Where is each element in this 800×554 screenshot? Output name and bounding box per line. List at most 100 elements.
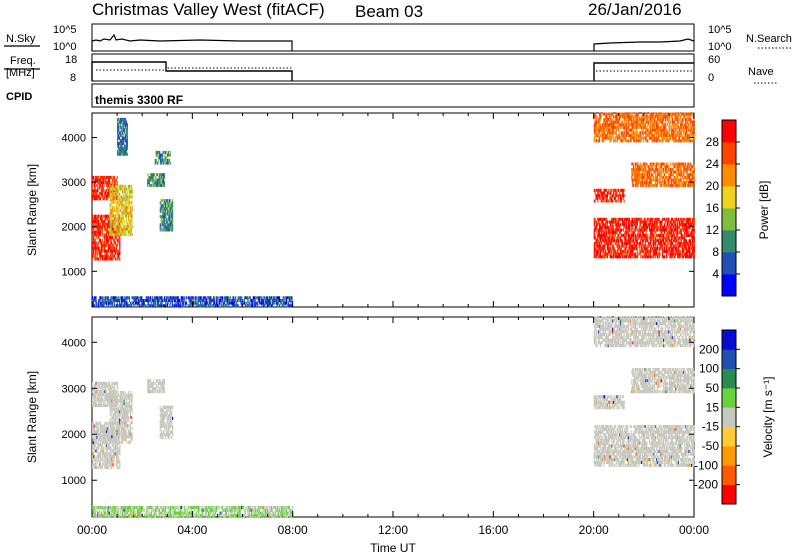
- data-cell: [109, 454, 111, 458]
- data-cell: [658, 117, 660, 121]
- data-cell: [643, 167, 645, 171]
- data-cell: [126, 299, 128, 302]
- data-cell: [124, 214, 126, 218]
- data-cell: [123, 219, 125, 223]
- data-cell: [101, 254, 103, 258]
- data-cell: [143, 301, 145, 305]
- data-cell: [598, 120, 601, 124]
- data-cell: [678, 117, 680, 121]
- data-cell: [131, 296, 133, 300]
- data-cell: [113, 184, 115, 188]
- data-cell: [603, 223, 605, 227]
- data-cell: [130, 195, 132, 199]
- data-cell: [615, 191, 617, 195]
- data-cell: [606, 223, 608, 227]
- data-cell: [684, 128, 686, 132]
- data-cell: [118, 200, 120, 204]
- data-cell: [688, 252, 690, 256]
- data-cell: [617, 249, 619, 253]
- data-cell: [656, 123, 658, 127]
- data-cell: [107, 301, 109, 305]
- data-cell: [666, 112, 668, 116]
- data-cell: [144, 304, 146, 308]
- data-cell: [653, 125, 655, 129]
- data-cell: [657, 125, 659, 129]
- data-cell: [113, 296, 116, 300]
- data-cell: [677, 167, 679, 171]
- data-cell: [113, 254, 116, 258]
- data-cell: [226, 296, 228, 300]
- data-cell: [116, 181, 118, 185]
- data-cell: [684, 170, 686, 174]
- data-cell: [104, 430, 106, 434]
- data-cell: [643, 175, 645, 179]
- data-cell: [92, 452, 95, 456]
- data-cell: [160, 296, 162, 300]
- data-cell: [156, 183, 158, 187]
- data-cell: [135, 296, 137, 300]
- data-cell: [285, 296, 287, 300]
- data-cell: [159, 209, 161, 213]
- data-cell: [165, 209, 167, 213]
- data-cell: [684, 115, 686, 119]
- cpid-label: CPID: [6, 91, 32, 103]
- data-cell: [234, 299, 236, 302]
- data-cell: [665, 252, 667, 256]
- data-cell: [685, 167, 687, 171]
- data-cell: [670, 231, 673, 235]
- data-cell: [692, 175, 694, 179]
- data-cell: [632, 112, 634, 116]
- data-cell: [641, 128, 643, 132]
- data-cell: [599, 123, 601, 127]
- data-cell: [631, 175, 633, 179]
- data-cell: [613, 255, 615, 259]
- data-cell: [689, 139, 691, 143]
- data-cell: [92, 214, 94, 218]
- data-cell: [96, 457, 98, 461]
- data-cell: [98, 225, 100, 229]
- data-cell: [123, 117, 125, 121]
- data-cell: [111, 249, 113, 253]
- data-cell: [653, 249, 655, 253]
- data-cell: [661, 120, 663, 124]
- data-cell: [644, 165, 646, 169]
- data-cell: [101, 446, 103, 450]
- data-cell: [94, 466, 96, 470]
- data-cell: [687, 112, 689, 116]
- data-cell: [692, 134, 695, 137]
- data-cell: [693, 131, 695, 135]
- data-cell: [662, 178, 664, 182]
- y-tick-label: 4000: [62, 133, 86, 145]
- data-cell: [612, 228, 614, 232]
- data-cell: [265, 296, 267, 300]
- data-cell: [92, 443, 94, 447]
- data-cell: [618, 228, 620, 232]
- data-cell: [641, 236, 643, 240]
- data-cell: [643, 173, 645, 177]
- data-cell: [229, 299, 231, 302]
- data-cell: [92, 220, 95, 223]
- data-cell: [647, 239, 649, 243]
- data-cell: [128, 206, 130, 210]
- data-cell: [137, 296, 139, 300]
- data-cell: [106, 228, 108, 232]
- data-cell: [640, 178, 643, 182]
- data-cell: [126, 198, 128, 202]
- data-cell: [120, 219, 122, 223]
- data-cell: [672, 134, 674, 137]
- data-cell: [231, 299, 233, 302]
- data-cell: [598, 220, 600, 224]
- data-cell: [663, 112, 665, 116]
- data-cell: [106, 228, 109, 232]
- data-cell: [685, 131, 687, 135]
- data-cell: [683, 117, 685, 121]
- data-cell: [600, 236, 602, 240]
- data-cell: [599, 239, 601, 243]
- data-cell: [161, 204, 163, 208]
- data-cell: [667, 244, 669, 248]
- data-cell: [613, 233, 615, 237]
- data-cell: [656, 136, 659, 140]
- data-cell: [117, 254, 119, 258]
- data-cell: [606, 241, 608, 245]
- data-cell: [163, 175, 166, 179]
